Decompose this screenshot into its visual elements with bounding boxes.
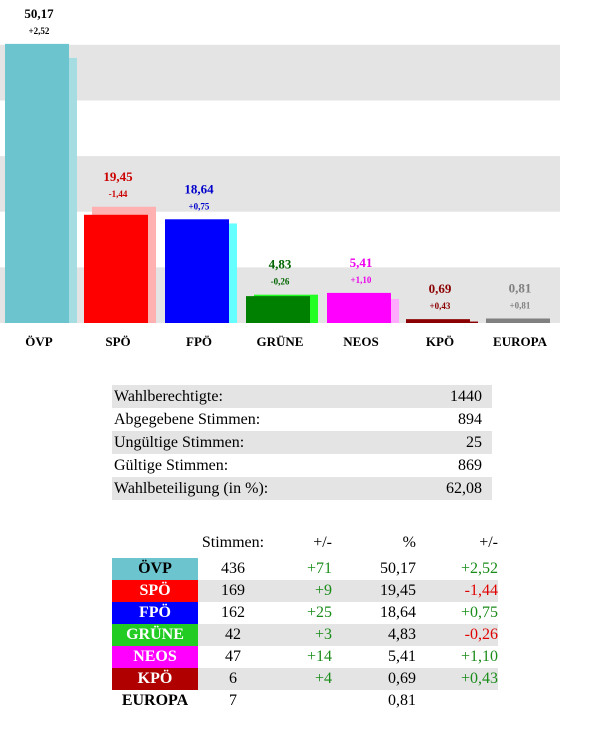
value-label: 4,83 [269,257,292,272]
info-value: 62,08 [408,477,492,500]
header-votes: Stimmen: [201,534,265,551]
party-percent-diff: +0,43 [422,668,498,690]
party-percent: 0,81 [388,692,416,709]
party-votes-diff: +9 [268,580,332,602]
header-percent-diff: +/- [479,534,498,551]
tick-label: FPÖ [186,334,212,349]
change-label: +2,52 [29,26,50,36]
change-label: -1,44 [109,189,128,199]
grid-band-1 [0,156,560,212]
party-row: KPÖ 6 +4 0,69 +0,43 [112,668,498,690]
party-votes: 7 [229,692,237,709]
bar-europa [486,318,550,323]
bar-fpö [165,219,229,323]
party-percent: 4,83 [332,624,422,646]
tick-label: NEOS [343,334,378,349]
party-name: GRÜNE [112,624,198,646]
party-name: FPÖ [112,602,198,624]
bar-neos [327,292,391,323]
bar-spö [84,214,148,323]
tick-label: SPÖ [105,334,130,349]
info-value: 25 [408,431,492,454]
bar-övp [5,43,69,323]
info-label: Wahlbeteiligung (in %): [112,477,409,500]
tick-label: KPÖ [426,334,454,349]
party-results-table: Stimmen: +/- % +/- ÖVP 436 +71 50,17 +2,52 SP… [112,528,498,712]
party-name: KPÖ [112,668,198,690]
party-row: GRÜNE 42 +3 4,83 -0,26 [112,624,498,646]
value-label: 50,17 [24,6,54,21]
info-label: Wahlberechtigte: [112,385,409,408]
party-votes: 169 [198,580,268,602]
results-bar-chart: 50,17 +2,52 ÖVP 19,45 -1,44 SPÖ 18,64 +0,75 FPÖ 4… [0,6,560,349]
party-percent-diff: +1,10 [460,648,498,665]
tick-label: ÖVP [25,334,53,349]
info-row: Wahlbeteiligung (in %): 62,08 [112,477,492,500]
value-label: 0,69 [429,281,452,296]
party-name: EUROPA [112,690,198,712]
party-row: FPÖ 162 +25 18,64 +0,75 [112,602,498,624]
bar-kpö [406,319,470,323]
party-table-header: Stimmen: +/- % +/- [112,528,498,558]
info-value: 1440 [408,385,492,408]
header-votes-diff: +/- [313,534,332,551]
party-name: ÖVP [112,558,198,580]
change-label: +1,10 [351,275,372,285]
info-value: 894 [458,410,482,428]
header-party [112,528,198,558]
info-label: Gültige Stimmen: [114,456,229,474]
header-percent: % [402,534,416,551]
party-votes-diff [268,690,332,712]
party-percent: 18,64 [380,604,416,621]
party-percent-diff: -0,26 [422,624,498,646]
info-row: Ungültige Stimmen: 25 [112,431,492,454]
party-percent: 0,69 [332,668,422,690]
info-label: Ungültige Stimmen: [112,431,409,454]
party-votes-diff: +25 [306,604,332,621]
party-votes: 42 [198,624,268,646]
party-votes-diff: +3 [268,624,332,646]
bar-grüne [246,296,310,323]
party-percent-diff: -1,44 [422,580,498,602]
info-label: Abgegebene Stimmen: [114,410,261,428]
info-row: Abgegebene Stimmen: 894 [112,408,492,431]
info-row: Wahlberechtigte: 1440 [112,385,492,408]
party-votes-diff: +14 [306,648,332,665]
grid-band-2 [0,44,560,101]
party-name: SPÖ [112,580,198,602]
party-row: SPÖ 169 +9 19,45 -1,44 [112,580,498,602]
party-percent-diff: +2,52 [460,560,498,577]
change-label: +0,81 [510,300,531,310]
party-percent: 5,41 [388,648,416,665]
party-votes: 47 [225,648,241,665]
change-label: +0,75 [189,201,210,211]
party-percent-diff [422,690,498,712]
party-row: EUROPA 7 0,81 [112,690,498,712]
change-label: +0,43 [430,301,451,311]
party-votes: 162 [221,604,245,621]
party-percent: 19,45 [332,580,422,602]
party-votes: 6 [198,668,268,690]
party-votes: 436 [221,560,245,577]
value-label: 18,64 [184,181,214,196]
party-percent-diff: +0,75 [460,604,498,621]
tick-label: EUROPA [493,334,548,349]
change-label: -0,26 [271,277,290,287]
party-votes-diff: +4 [268,668,332,690]
info-value: 869 [458,456,482,474]
party-percent: 50,17 [380,560,416,577]
value-label: 0,81 [509,280,532,295]
tick-label: GRÜNE [257,334,304,349]
party-votes-diff: +71 [306,560,332,577]
turnout-table: Wahlberechtigte: 1440 Abgegebene Stimmen: 8… [112,385,492,500]
value-label: 5,41 [350,255,373,270]
party-name: NEOS [112,646,198,668]
party-row: ÖVP 436 +71 50,17 +2,52 [112,558,498,580]
value-label: 19,45 [103,169,133,184]
party-row: NEOS 47 +14 5,41 +1,10 [112,646,498,668]
info-row: Gültige Stimmen: 869 [112,454,492,477]
